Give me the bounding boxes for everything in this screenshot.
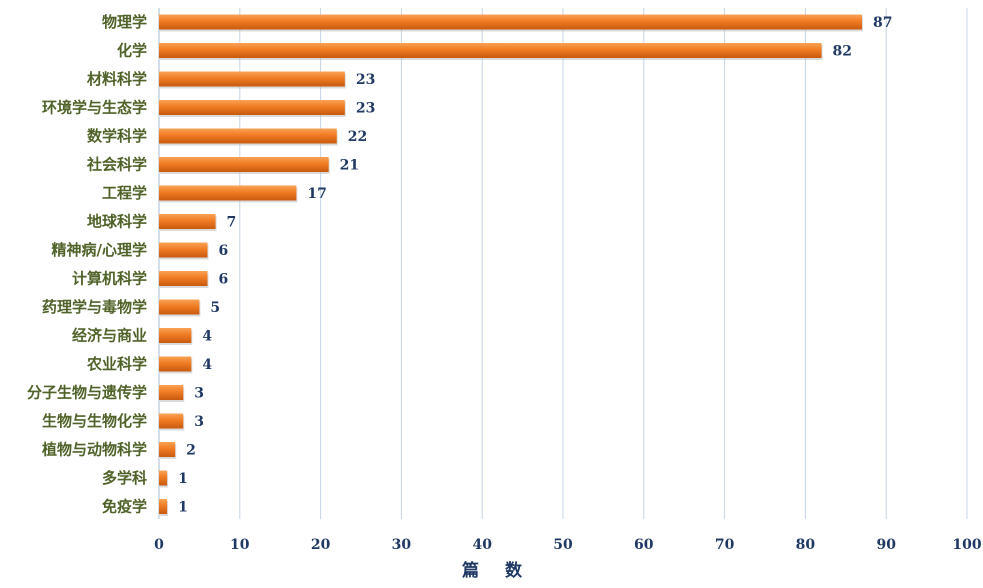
- bar: [159, 100, 345, 115]
- bar: [159, 356, 192, 372]
- bar: [159, 470, 168, 486]
- value-label: 3: [194, 386, 204, 402]
- bar: [159, 413, 184, 429]
- bar: [159, 185, 297, 201]
- bar: [159, 271, 208, 286]
- x-tick-label: 60: [634, 537, 654, 553]
- bars: [159, 14, 863, 516]
- value-label: 21: [340, 158, 359, 174]
- category-label: 经济与商业: [72, 327, 147, 345]
- value-label: 7: [227, 215, 237, 231]
- x-axis-title: 篇数: [461, 560, 548, 581]
- category-label: 分子生物与遗传学: [27, 384, 147, 402]
- value-label: 23: [356, 72, 375, 88]
- x-tick-labels: 0 10 20 30 40 50 60 70 80 90 100: [154, 537, 982, 553]
- x-tick-label: 40: [472, 537, 492, 553]
- category-label: 材料科学: [87, 70, 147, 88]
- value-label: 3: [194, 414, 204, 430]
- category-label: 地球科学: [87, 213, 147, 231]
- category-label: 计算机科学: [72, 270, 147, 288]
- category-label: 化学: [117, 42, 147, 60]
- category-label: 精神病/心理学: [52, 241, 147, 259]
- category-label: 物理学: [102, 13, 147, 31]
- x-tick-label: 30: [392, 537, 412, 553]
- bar: [159, 328, 192, 343]
- value-label: 6: [218, 272, 228, 288]
- value-label: 1: [178, 471, 188, 487]
- category-label: 社会科学: [86, 156, 147, 174]
- bar: [159, 499, 168, 514]
- category-label: 多学科: [102, 469, 147, 487]
- bar: [159, 43, 822, 58]
- value-label: 82: [833, 44, 852, 60]
- value-label: 5: [210, 300, 220, 316]
- category-label: 免疫学: [102, 498, 147, 516]
- x-tick-label: 100: [952, 537, 981, 553]
- value-label: 22: [348, 129, 367, 145]
- category-label: 植物与动物科学: [42, 441, 147, 459]
- category-labels: 物理学化学材料科学环境学与生态学数学科学社会科学工程学地球科学精神病/心理学计算…: [27, 13, 147, 516]
- bar: [159, 157, 329, 172]
- bar: [159, 385, 184, 400]
- value-label: 4: [202, 329, 212, 345]
- x-tick-label: 0: [154, 537, 164, 553]
- x-tick-label: 50: [553, 537, 573, 553]
- category-label: 数学科学: [87, 127, 147, 145]
- bar: [159, 71, 345, 87]
- category-label: 药理学与毒物学: [42, 298, 147, 316]
- value-label: 23: [356, 101, 375, 117]
- value-label: 6: [218, 243, 228, 259]
- value-label: 4: [202, 357, 212, 373]
- value-label: 17: [307, 186, 326, 202]
- category-label: 工程学: [102, 184, 147, 202]
- bar: [159, 14, 862, 30]
- x-tick-label: 80: [796, 537, 816, 553]
- x-tick-label: 10: [230, 537, 250, 553]
- x-tick-label: 70: [715, 537, 735, 553]
- category-label: 生物与生物化学: [42, 412, 147, 430]
- value-label: 87: [873, 15, 892, 31]
- x-tick-label: 90: [876, 537, 896, 553]
- category-label: 农业科学: [86, 355, 147, 373]
- value-label: 2: [186, 443, 196, 459]
- bar: [159, 242, 208, 258]
- category-label: 环境学与生态学: [42, 99, 147, 117]
- gridlines: [158, 8, 968, 519]
- bar: [159, 442, 176, 457]
- bar: [159, 128, 337, 144]
- x-tick-label: 20: [311, 537, 331, 553]
- value-label: 1: [178, 500, 188, 516]
- bar: [159, 214, 216, 229]
- bar: [159, 299, 200, 315]
